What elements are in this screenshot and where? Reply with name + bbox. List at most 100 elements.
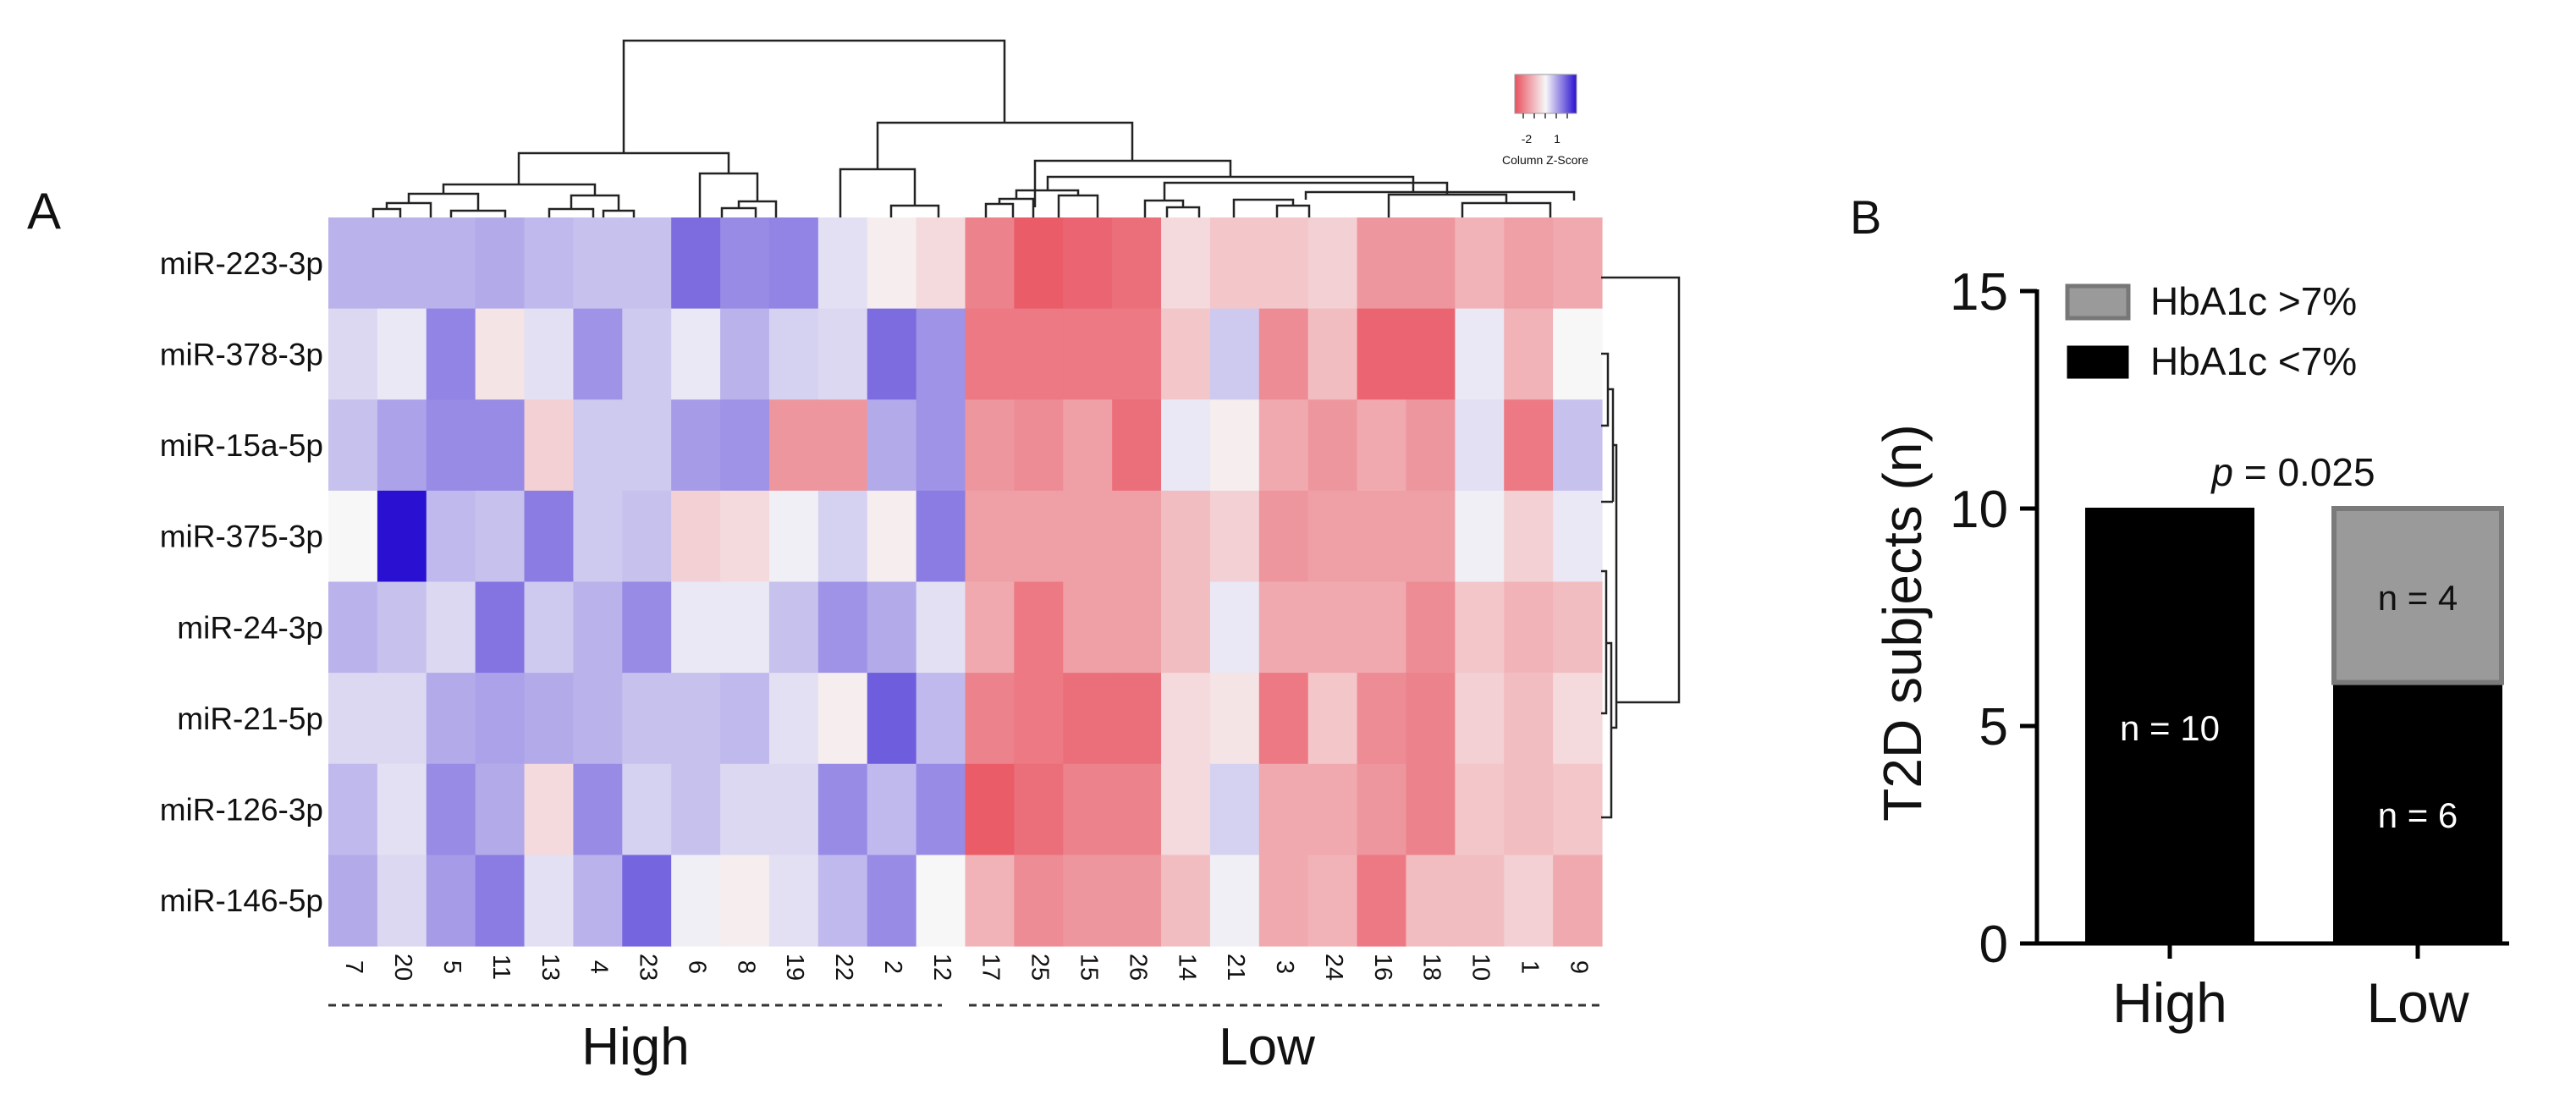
- color-key-gradient: [1514, 74, 1577, 114]
- color-key-title: Column Z-Score: [1502, 153, 1588, 167]
- column-label: 21: [1222, 954, 1249, 981]
- bar-data-label: n = 4: [2378, 578, 2458, 618]
- heatmap-cell: [867, 581, 917, 674]
- heatmap-cell: [377, 217, 427, 310]
- heatmap-cell: [1504, 763, 1554, 855]
- column-label: 19: [781, 954, 808, 981]
- stacked-bar-chart: 0 5 10 15 T2D subjects (n) High n = 10 Low n = 6…: [1872, 263, 2509, 1034]
- heatmap-cell: [1553, 399, 1603, 492]
- heatmap-cell: [916, 399, 966, 492]
- heatmap-cell: [867, 763, 917, 855]
- heatmap-cell: [426, 763, 476, 855]
- heatmap-cell: [965, 855, 1015, 947]
- heatmap-cell: [475, 581, 526, 674]
- heatmap-cell: [426, 490, 476, 583]
- heatmap-cell: [475, 763, 526, 855]
- column-label: 2: [879, 960, 906, 974]
- heatmap-cell: [475, 217, 526, 310]
- legend-swatch: [2067, 345, 2129, 379]
- heatmap-cell: [1161, 855, 1211, 947]
- row-label: miR-126-3p: [160, 793, 323, 828]
- heatmap-cell: [768, 763, 819, 855]
- heatmap-cell: [622, 217, 672, 310]
- heatmap-cell: [1063, 308, 1113, 400]
- row-label: miR-146-5p: [160, 883, 323, 918]
- heatmap-cell: [1063, 855, 1113, 947]
- heatmap-cell: [1258, 399, 1309, 492]
- heatmap-cell: [1063, 673, 1113, 765]
- heatmap-cell: [867, 855, 917, 947]
- heatmap-cell: [377, 308, 427, 400]
- heatmap-cell: [1209, 308, 1260, 400]
- heatmap-cell: [1209, 217, 1260, 310]
- heatmap-cell: [1307, 399, 1358, 492]
- heatmap-cell: [1307, 581, 1358, 674]
- heatmap-cell: [1112, 763, 1162, 855]
- heatmap-cell: [328, 855, 378, 947]
- heatmap-cell: [1307, 217, 1358, 310]
- bar-data-label: n = 10: [2120, 708, 2220, 748]
- heatmap-cell: [1357, 399, 1407, 492]
- heatmap-cell: [965, 308, 1015, 400]
- column-label: 24: [1320, 954, 1347, 981]
- bar-segment: [2085, 508, 2254, 944]
- row-label: miR-223-3p: [160, 246, 323, 281]
- row-label: miR-375-3p: [160, 520, 323, 554]
- heatmap-cell: [1209, 673, 1260, 765]
- heatmap-cell: [1553, 673, 1603, 765]
- heatmap-cell: [867, 490, 917, 583]
- heatmap-cell: [1307, 308, 1358, 400]
- group-label-low: Low: [1219, 1018, 1315, 1076]
- heatmap-cell: [1258, 308, 1309, 400]
- heatmap-chart: miR-223-3p miR-378-3p miR-15a-5p miR-375-3p…: [160, 74, 1603, 1076]
- bar-segment: [2333, 681, 2502, 944]
- heatmap-cell: [1307, 673, 1358, 765]
- heatmap-cell: [1455, 581, 1505, 674]
- heatmap-cell: [573, 490, 623, 583]
- heatmap-cell: [1553, 308, 1603, 400]
- heatmap-cell: [377, 399, 427, 492]
- column-label: 6: [683, 960, 710, 974]
- heatmap-cell: [965, 581, 1015, 674]
- heatmap-cell: [1406, 308, 1456, 400]
- heatmap-cell: [1455, 855, 1505, 947]
- column-label: 9: [1565, 960, 1592, 974]
- heatmap-cell: [1014, 763, 1064, 855]
- heatmap-cell: [671, 581, 721, 674]
- heatmap-cell: [1258, 217, 1309, 310]
- heatmap-cell: [1357, 855, 1407, 947]
- heatmap-cell: [720, 673, 770, 765]
- heatmap-cell: [622, 490, 672, 583]
- heatmap-cell: [916, 217, 966, 310]
- heatmap-cell: [524, 399, 575, 492]
- heatmap-cell: [328, 673, 378, 765]
- column-label: 3: [1271, 960, 1298, 974]
- heatmap-cell: [426, 399, 476, 492]
- heatmap-cell: [768, 855, 819, 947]
- heatmap-cell: [1112, 217, 1162, 310]
- heatmap-cell: [475, 308, 526, 400]
- heatmap-cell: [817, 763, 868, 855]
- heatmap-cell: [671, 399, 721, 492]
- heatmap-cell: [573, 308, 623, 400]
- heatmap-cell: [622, 399, 672, 492]
- heatmap-cell: [622, 763, 672, 855]
- heatmap-cell: [1258, 763, 1309, 855]
- heatmap-cell: [916, 855, 966, 947]
- heatmap-cell: [1161, 490, 1211, 583]
- heatmap-cell: [524, 855, 575, 947]
- heatmap-cell: [1063, 581, 1113, 674]
- heatmap-cell: [671, 308, 721, 400]
- column-label: 20: [389, 954, 416, 981]
- heatmap-cell: [1161, 581, 1211, 674]
- heatmap-cell: [1209, 855, 1260, 947]
- heatmap-cell: [426, 581, 476, 674]
- heatmap-cell: [1357, 673, 1407, 765]
- heatmap-cell: [1014, 673, 1064, 765]
- legend-label: HbA1c <7%: [2150, 339, 2357, 383]
- heatmap-cell: [1161, 217, 1211, 310]
- heatmap-cell: [1455, 490, 1505, 583]
- heatmap-cell: [1258, 581, 1309, 674]
- heatmap-cell: [573, 673, 623, 765]
